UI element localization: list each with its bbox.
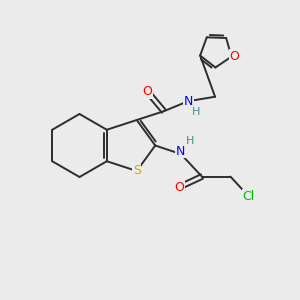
Text: H: H xyxy=(192,107,201,117)
Text: O: O xyxy=(142,85,152,98)
Text: N: N xyxy=(183,95,193,108)
Text: Cl: Cl xyxy=(242,190,254,202)
Text: O: O xyxy=(230,50,239,63)
Text: N: N xyxy=(176,145,186,158)
Text: S: S xyxy=(133,164,141,178)
Text: H: H xyxy=(186,136,194,146)
Text: O: O xyxy=(175,181,184,194)
